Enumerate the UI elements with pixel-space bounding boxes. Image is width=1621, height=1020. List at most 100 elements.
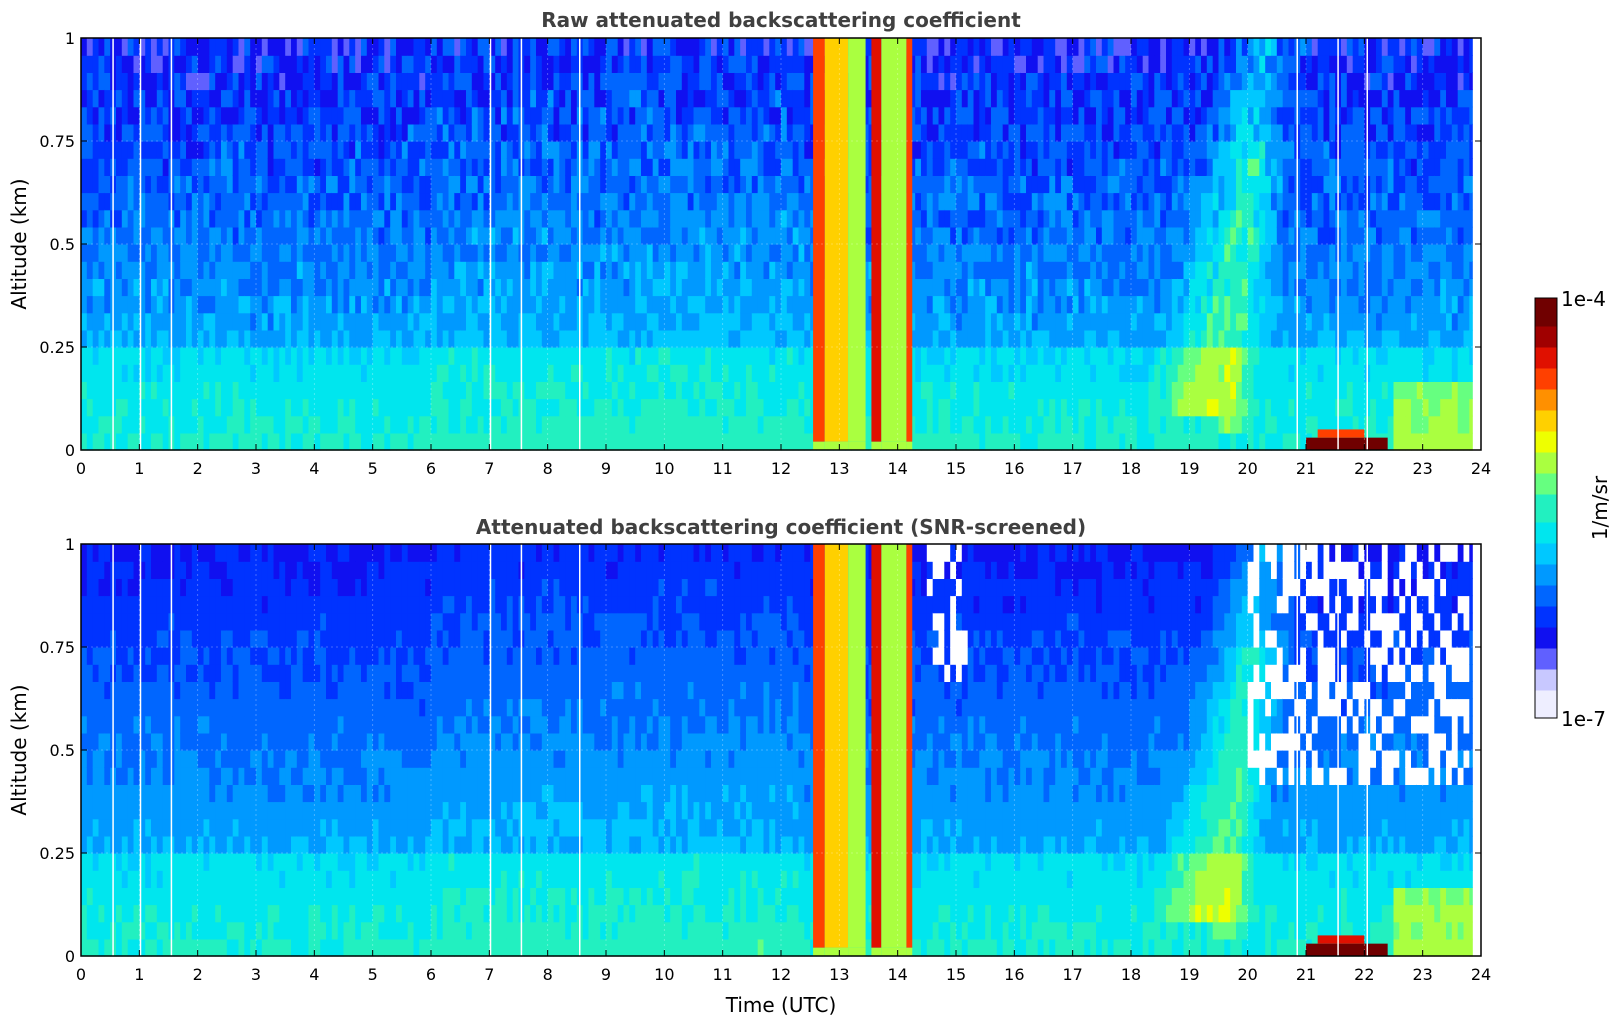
heatmap-cell [104,89,111,108]
heatmap-cell [699,295,706,314]
heatmap-cell [372,398,380,417]
heatmap-cell [536,244,543,262]
heatmap-cell [285,329,292,348]
heatmap-cell [1072,38,1080,56]
heatmap-cell [1078,209,1085,228]
heatmap-cell [197,175,205,194]
heatmap-cell [909,55,916,73]
heatmap-cell [547,226,555,245]
chart-title: Raw attenuated backscattering coefficien… [541,8,1021,32]
heatmap-cell [979,226,986,245]
heatmap-cell [1195,175,1202,194]
heatmap-cell [355,226,362,245]
heatmap-cell [337,55,345,73]
heatmap-cell [664,38,671,56]
heatmap-cell [267,278,275,297]
heatmap-cell [740,141,747,159]
heatmap-cell [232,38,240,56]
heatmap-cell [506,141,514,159]
heatmap-cell [407,55,415,73]
heatmap-cell [471,329,479,348]
heatmap-cell [221,329,228,348]
heatmap-cell [611,192,619,211]
heatmap-cell [1160,38,1167,56]
heatmap-cell [705,55,712,73]
heatmap-cell [162,312,170,331]
heatmap-cell [1043,226,1050,245]
heatmap-cell [1031,141,1039,159]
heatmap-cell [722,432,730,451]
heatmap-cell [1049,89,1056,108]
heatmap-cell [460,123,467,142]
heatmap-cell [495,72,502,91]
heatmap-cell [331,158,339,176]
heatmap-cell [967,89,975,108]
heatmap-cell [425,364,432,382]
heatmap-cell [582,261,590,279]
heatmap-cell [658,55,665,73]
heatmap-cell [600,226,607,245]
heatmap-cell [1201,226,1208,245]
heatmap-cell [1055,329,1062,348]
heatmap-cell [1055,312,1062,331]
heatmap-cell [1166,141,1173,159]
heatmap-cell [1265,432,1272,451]
heatmap-cell [1096,364,1103,382]
heatmap-cell [961,432,969,451]
heatmap-cell [209,364,216,382]
heatmap-cell [909,192,916,211]
heatmap-cell [407,261,415,279]
heatmap-cell [734,192,741,211]
heatmap-cell [1224,226,1231,245]
heatmap-cell [798,244,805,262]
heatmap-cell [495,89,502,108]
heatmap-cell [786,295,794,314]
heatmap-cell [617,72,625,91]
heatmap-cell [1142,123,1150,142]
heatmap-cell [594,89,601,108]
heatmap-cell [279,278,286,297]
heatmap-cell [938,244,945,262]
heatmap-cell [425,106,432,125]
heatmap-cell [92,158,100,176]
heatmap-cell [1014,141,1021,159]
heatmap-cell [1160,141,1167,159]
heatmap-cell [617,261,625,279]
heatmap-cell [751,244,759,262]
heatmap-cell [629,72,636,91]
heatmap-cell [506,295,514,314]
heatmap-cell [366,415,374,434]
heatmap-cell [203,329,210,348]
heatmap-cell [524,329,531,348]
heatmap-cell [670,175,677,194]
heatmap-cell [541,398,549,417]
heatmap-cell [1276,295,1284,314]
heatmap-cell [996,261,1004,279]
heatmap-cell [355,55,362,73]
heatmap-cell [127,381,135,400]
heatmap-cell [221,89,228,108]
heatmap-cell [1049,347,1056,365]
heatmap-cell [541,192,549,211]
heatmap-cell [646,89,654,108]
heatmap-cell [757,415,765,434]
heatmap-cell [378,175,385,194]
heatmap-cell [699,55,706,73]
heatmap-cell [606,278,613,297]
heatmap-cell [1078,278,1085,297]
heatmap-cell [728,381,735,400]
heatmap-cell [1049,141,1056,159]
heatmap-cell [372,141,380,159]
heatmap-cell [121,261,129,279]
heatmap-cell [1201,72,1208,91]
heatmap-cell [623,329,630,348]
heatmap-cell [769,38,776,56]
heatmap-cell [98,244,105,262]
heatmap-cell [687,123,695,142]
heatmap-cell [1201,312,1208,331]
heatmap-cell [291,312,298,331]
heatmap-cell [361,192,368,211]
heatmap-cell [320,106,327,125]
heatmap-cell [676,261,683,279]
heatmap-cell [594,381,601,400]
